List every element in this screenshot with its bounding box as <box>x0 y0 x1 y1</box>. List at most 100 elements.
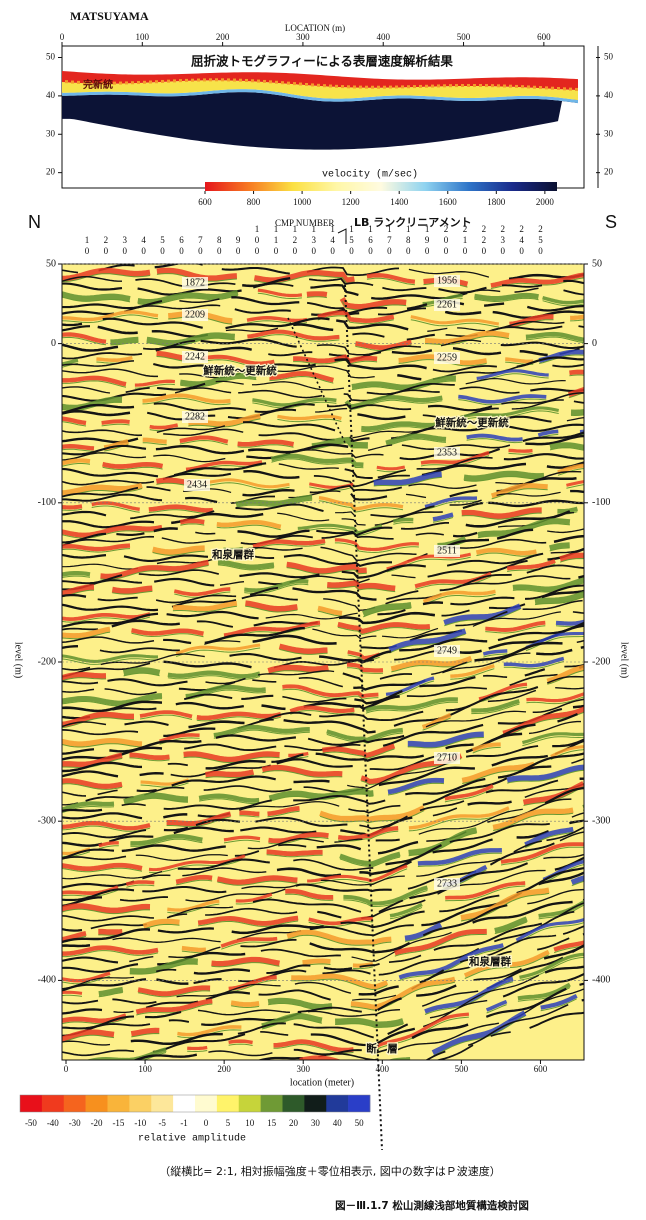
reflector-line <box>163 638 192 645</box>
reflector-line <box>580 645 584 649</box>
reflector-line <box>425 710 527 728</box>
colorbar-tick-label: -5 <box>158 1118 166 1128</box>
reflector-line <box>377 840 419 855</box>
reflector-edge <box>216 524 281 531</box>
cell-speckle <box>113 81 116 85</box>
reflector-line <box>175 701 244 710</box>
colorbar-tick-label: 15 <box>267 1118 277 1128</box>
reflector-edge <box>445 885 526 902</box>
reflector-line <box>62 680 99 685</box>
reflector-line <box>519 349 548 357</box>
reflector-band <box>261 764 343 777</box>
reflector-line <box>196 1078 256 1086</box>
reflector-line <box>259 363 316 369</box>
reflector-line <box>432 838 493 854</box>
reflector-edge <box>285 893 334 901</box>
reflector-line <box>195 531 216 535</box>
reflector-line <box>113 1010 134 1014</box>
reflector-line <box>62 841 103 847</box>
reflector-line <box>283 554 392 568</box>
reflector-edge <box>337 626 430 636</box>
reflector-edge <box>549 547 570 552</box>
cmp-number: 220 <box>479 224 489 257</box>
reflector-line <box>62 493 163 502</box>
reflector-line <box>309 924 414 937</box>
cell-speckle <box>533 85 536 89</box>
reflector-edge <box>387 782 445 796</box>
reflector-line <box>298 677 343 688</box>
reflector-line <box>347 760 452 790</box>
cell-speckle <box>563 87 566 91</box>
reflector-line <box>153 362 254 372</box>
x-tick-label: 100 <box>138 1064 152 1074</box>
reflector-line <box>258 432 335 441</box>
colorbar-tick-label: 40 <box>333 1118 343 1128</box>
reflector-band <box>432 512 454 522</box>
reflector-line <box>62 627 99 631</box>
cell-speckle <box>383 85 386 89</box>
colorbar-tick-label: 1200 <box>342 197 361 207</box>
reflector-band <box>490 483 548 499</box>
reflector-line <box>500 341 584 350</box>
reflector-band <box>130 833 203 846</box>
reflector-line <box>485 987 567 1018</box>
reflector-line <box>62 943 91 948</box>
y-tick-label: -400 <box>38 975 56 986</box>
reflector-edge <box>268 1002 333 1011</box>
reflector-line <box>90 923 147 930</box>
reflector-line <box>168 906 234 918</box>
reflector-edge <box>185 689 266 700</box>
reflector-line <box>277 512 330 522</box>
reflector-line <box>62 808 103 813</box>
reflector-line <box>440 339 482 347</box>
reflector-band <box>335 1017 404 1028</box>
cell-speckle <box>227 78 230 82</box>
reflector-band <box>431 1010 527 1056</box>
y-tick-label: -200 <box>592 656 610 667</box>
reflector-line <box>89 1082 185 1087</box>
high-velocity-layer <box>62 92 578 150</box>
reflector-line <box>569 819 584 825</box>
cell-speckle <box>215 78 218 82</box>
reflector-line <box>511 399 564 410</box>
reflector-band <box>137 289 239 305</box>
reflector-line <box>320 875 405 886</box>
reflector-band <box>62 778 123 789</box>
reflector-edge <box>507 769 584 784</box>
reflector-line <box>525 434 584 446</box>
reflector-line <box>476 289 501 293</box>
reflector-edge <box>494 921 527 935</box>
reflector-line <box>121 844 226 853</box>
reflector-edge <box>483 653 508 658</box>
reflector-edge <box>463 476 545 482</box>
cmp-number: 160 <box>365 224 375 257</box>
reflector-line <box>157 927 214 934</box>
reflector-line <box>385 844 443 866</box>
cell-speckle <box>449 84 452 88</box>
reflector-line <box>278 463 339 470</box>
reflector-line <box>196 620 234 628</box>
reflector-band <box>267 806 300 817</box>
reflector-band <box>286 561 367 574</box>
reflector-band <box>478 682 528 701</box>
reflector-band <box>318 495 404 511</box>
reflector-edge <box>199 798 260 804</box>
reflector-edge <box>62 851 91 857</box>
reflector-edge <box>343 890 428 907</box>
colorbar-tick-label: 800 <box>247 197 261 207</box>
reflector-line <box>334 358 427 371</box>
reflector-band <box>344 395 443 409</box>
y-tick-label: -200 <box>38 656 56 667</box>
reflector-edge <box>62 548 131 553</box>
reflector-line <box>156 968 177 973</box>
reflector-edge <box>286 567 367 575</box>
cell-speckle <box>263 79 266 83</box>
reflector-line <box>432 363 530 380</box>
reflector-band <box>398 943 504 980</box>
reflector-line <box>374 511 443 526</box>
reflector-line <box>145 1000 199 1009</box>
reflector-line <box>124 720 169 726</box>
reflector-line <box>62 603 159 612</box>
reflector-line <box>572 704 584 709</box>
reflector-line <box>514 287 539 293</box>
